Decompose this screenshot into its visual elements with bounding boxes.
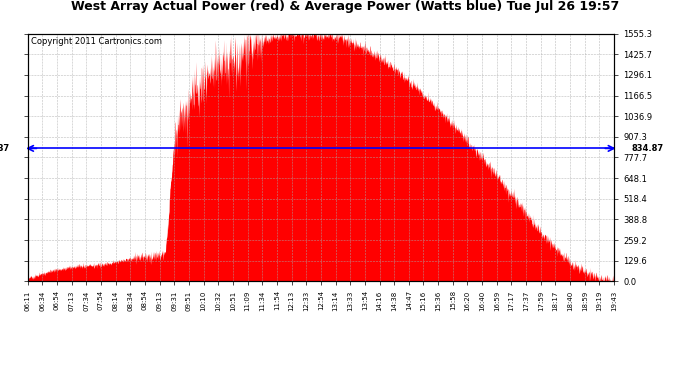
Text: Copyright 2011 Cartronics.com: Copyright 2011 Cartronics.com (30, 38, 161, 46)
Text: 834.87: 834.87 (0, 144, 10, 153)
Text: 834.87: 834.87 (632, 144, 664, 153)
Text: West Array Actual Power (red) & Average Power (Watts blue) Tue Jul 26 19:57: West Array Actual Power (red) & Average … (71, 0, 619, 13)
